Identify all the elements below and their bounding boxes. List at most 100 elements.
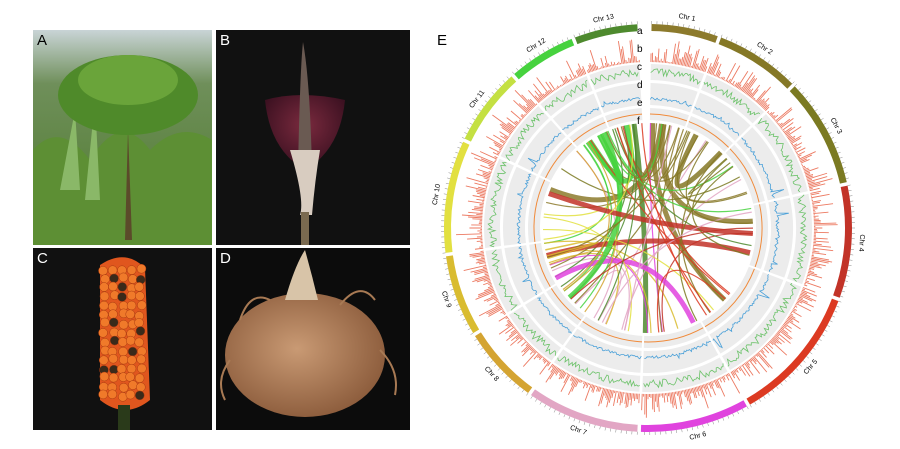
- berry: [109, 335, 120, 346]
- synteny-link: [549, 123, 665, 203]
- ring: [606, 113, 643, 123]
- berry: [118, 319, 129, 330]
- synteny-link: [676, 131, 748, 204]
- synteny-link: [563, 144, 613, 292]
- synteny-link: [606, 123, 658, 179]
- chromosome-label: Chr 13: [593, 13, 615, 24]
- track-bg: [484, 158, 514, 248]
- synteny-link: [656, 269, 726, 333]
- synteny-link: [545, 238, 598, 251]
- ring: [644, 327, 704, 343]
- track-letter: b: [637, 44, 643, 55]
- tick-marks: [794, 84, 849, 179]
- berry: [125, 372, 135, 382]
- berry: [116, 328, 127, 339]
- line-track: [487, 162, 507, 248]
- panel-label: B: [220, 32, 230, 49]
- histogram: [545, 363, 640, 408]
- chromosome-label: Chr 10: [432, 184, 442, 206]
- line-track: [573, 334, 642, 360]
- berry: [118, 346, 128, 357]
- tick-marks: [651, 21, 716, 36]
- track-bg: [540, 138, 576, 181]
- track-bg: [686, 115, 733, 152]
- synteny-link: [659, 123, 753, 225]
- berry: [134, 390, 145, 401]
- synteny-link: [561, 168, 741, 202]
- chromosome-band: [574, 24, 638, 45]
- line-track: [562, 107, 599, 130]
- berry: [98, 328, 108, 338]
- berry: [137, 346, 147, 357]
- chromosome-label: Chr 3: [829, 117, 843, 135]
- track-bg: [736, 127, 790, 201]
- track-bg: [649, 108, 690, 127]
- berry: [118, 272, 129, 283]
- berry: [98, 389, 108, 400]
- synteny-link: [616, 127, 712, 313]
- tick-marks: [749, 300, 842, 408]
- synteny-link: [614, 128, 752, 247]
- histogram: [803, 190, 838, 288]
- berry: [126, 265, 137, 275]
- track-bg: [650, 64, 705, 89]
- berry: [127, 346, 138, 357]
- chromosome-band: [746, 298, 839, 405]
- synteny-link: [685, 141, 753, 224]
- berry: [99, 291, 110, 302]
- synteny-link: [597, 124, 637, 321]
- tick-marks: [644, 406, 749, 435]
- panel-label: C: [37, 250, 48, 267]
- line-track: [694, 106, 739, 136]
- synteny-link: [543, 216, 632, 332]
- chromosome-band: [445, 255, 480, 334]
- chromosome-label: Chr 6: [689, 431, 707, 442]
- berry: [126, 290, 137, 301]
- line-track: [644, 340, 711, 360]
- berry: [136, 354, 146, 365]
- histogram: [650, 41, 709, 73]
- line-track: [513, 312, 557, 356]
- track-bg: [722, 281, 802, 371]
- track-bg: [702, 266, 761, 332]
- line-track: [741, 137, 785, 199]
- ring: [550, 288, 582, 321]
- panel-label: E: [437, 32, 447, 49]
- berry: [116, 364, 127, 374]
- track-letter: f: [637, 116, 640, 127]
- track-bg: [692, 92, 751, 142]
- berry: [108, 372, 119, 383]
- track-bg: [650, 83, 698, 113]
- track-letter: e: [637, 98, 643, 109]
- chromosome-band: [718, 37, 793, 89]
- ring: [704, 268, 755, 328]
- line-track: [505, 112, 544, 161]
- line-track: [590, 69, 639, 86]
- circos-plot: Chr 1 Chr 2 Chr 3 Chr 4 Chr 5 Chr 6 Chr 7 Chr 8…: [432, 13, 865, 442]
- ring: [729, 148, 760, 203]
- track-bg: [709, 272, 784, 354]
- line-track: [517, 245, 538, 296]
- berry: [117, 292, 127, 302]
- chromosome-band: [464, 76, 517, 142]
- histogram: [456, 151, 498, 250]
- track-letter: d: [637, 80, 643, 91]
- chromosome-label: Chr 4: [857, 234, 865, 252]
- track-letter: c: [637, 62, 642, 73]
- tick-marks: [840, 184, 855, 298]
- synteny-link: [554, 258, 696, 324]
- berry: [98, 355, 109, 365]
- tick-marks: [573, 21, 638, 38]
- track-bg: [604, 108, 643, 128]
- synteny-link: [691, 158, 750, 256]
- ring: [754, 204, 763, 268]
- panel-label: D: [220, 250, 231, 267]
- synteny-link: [607, 130, 752, 213]
- berry: [125, 335, 136, 346]
- ring: [649, 113, 688, 122]
- track-bg: [569, 116, 608, 147]
- berry: [128, 380, 138, 390]
- berry: [117, 282, 128, 292]
- chromosome-band: [640, 400, 747, 432]
